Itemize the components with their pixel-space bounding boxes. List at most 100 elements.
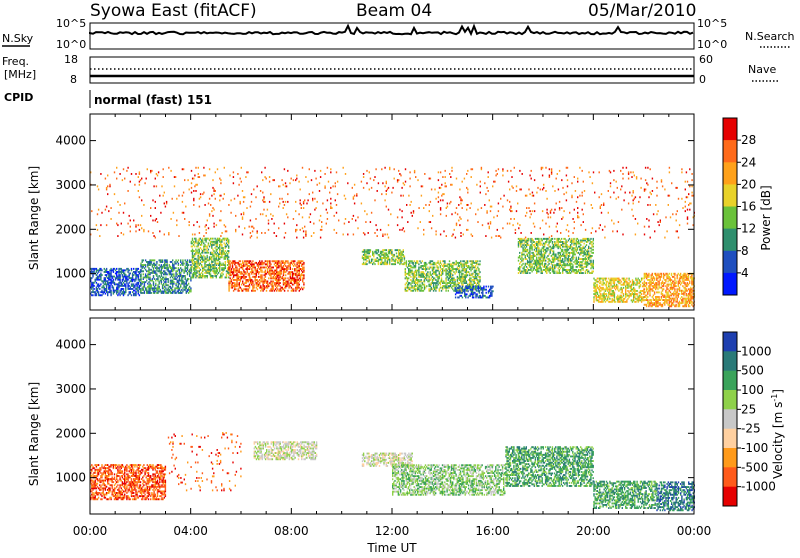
scatter-cell — [264, 271, 265, 273]
scatter-cell — [169, 264, 170, 266]
scatter-cell — [93, 285, 94, 287]
scatter-cell — [302, 267, 303, 269]
scatter-cell — [394, 254, 395, 256]
scatter-cell — [157, 270, 158, 272]
scatter-cell — [112, 285, 113, 287]
scatter-cell — [105, 269, 106, 271]
scatter-cell — [653, 276, 654, 278]
scatter-cell — [567, 241, 568, 243]
scatter-cell — [628, 278, 629, 280]
scatter-cell — [609, 298, 610, 300]
scatter-cell — [563, 238, 564, 240]
scatter-cell — [275, 265, 276, 267]
scatter-cell — [398, 262, 399, 264]
scatter-cell — [133, 283, 134, 285]
scatter-cell — [422, 287, 423, 289]
scatter-cell — [669, 273, 670, 275]
scatter-cell — [675, 285, 676, 287]
scatter-cell — [597, 281, 598, 283]
scatter-cell — [377, 260, 378, 262]
scatter-cell — [479, 271, 480, 273]
scatter-cell — [247, 288, 248, 290]
scatter-cell — [240, 267, 241, 269]
scatter-cell — [488, 286, 489, 288]
scatter-cell — [186, 291, 187, 293]
scatter-cell — [228, 250, 229, 252]
scatter-cell — [188, 283, 189, 285]
scatter-cell — [636, 293, 637, 295]
scatter-cell — [175, 270, 176, 272]
scatter-cell — [525, 240, 526, 242]
scatter-cell — [417, 279, 418, 281]
scatter-cell — [196, 246, 197, 248]
scatter-cell — [196, 259, 197, 261]
scatter-cell — [600, 290, 601, 292]
scatter-cell — [646, 304, 647, 306]
scatter-cell — [420, 271, 421, 273]
scatter-cell — [380, 262, 381, 264]
scatter-cell — [570, 272, 571, 274]
scatter-cell — [408, 277, 409, 279]
scatter-cell — [253, 273, 254, 275]
scatter-cell — [580, 247, 581, 249]
scatter-cell — [228, 277, 229, 279]
scatter-cell — [123, 276, 124, 278]
scatter-cell — [535, 246, 536, 248]
scatter-cell — [154, 263, 155, 265]
scatter-cell — [210, 256, 211, 258]
scatter-cell — [550, 246, 551, 248]
scatter-cell — [437, 284, 438, 286]
scatter-cell — [639, 295, 640, 297]
scatter-cell — [261, 274, 262, 276]
scatter-cell — [573, 250, 574, 252]
scatter-cell — [95, 279, 96, 281]
scatter-cell — [550, 260, 551, 262]
scatter-cell — [635, 301, 636, 303]
scatter-cell — [151, 269, 152, 271]
scatter-cell — [607, 296, 608, 298]
scatter-cell — [288, 284, 289, 286]
scatter-cell — [366, 260, 367, 262]
scatter-cell — [93, 288, 94, 290]
scatter-cell — [459, 270, 460, 272]
scatter-cell — [622, 299, 623, 301]
scatter-cell — [424, 284, 425, 286]
scatter-cell — [573, 261, 574, 263]
scatter-cell — [591, 255, 592, 257]
scatter-cell — [538, 271, 539, 273]
scatter-cell — [462, 284, 463, 286]
scatter-cell — [628, 295, 629, 297]
scatter-cell — [518, 238, 519, 240]
scatter-cell — [303, 262, 304, 264]
scatter-cell — [303, 287, 304, 289]
scatter-cell — [133, 271, 134, 273]
scatter-cell — [593, 271, 594, 273]
scatter-cell — [434, 271, 435, 273]
scatter-cell — [239, 290, 240, 292]
scatter-cell — [161, 259, 162, 261]
scatter-cell — [476, 293, 477, 295]
scatter-cell — [678, 293, 679, 295]
scatter-cell — [588, 238, 589, 240]
scatter-cell — [535, 269, 536, 271]
scatter-cell — [610, 293, 611, 295]
scatter-cell — [656, 291, 657, 293]
scatter-cell — [369, 259, 370, 261]
scatter-cell — [247, 279, 248, 281]
scatter-cell — [678, 288, 679, 290]
scatter-cell — [521, 238, 522, 240]
scatter-cell — [518, 267, 519, 269]
scatter-cell — [138, 268, 139, 270]
scatter-cell — [207, 275, 208, 277]
scatter-cell — [584, 247, 585, 249]
scatter-cell — [222, 273, 223, 275]
scatter-cell — [531, 243, 532, 245]
scatter-cell — [656, 282, 657, 284]
scatter-cell — [593, 238, 594, 240]
scatter-cell — [161, 278, 162, 280]
scatter-cell — [153, 275, 154, 277]
scatter-cell — [169, 289, 170, 291]
scatter-cell — [285, 281, 286, 283]
scatter-cell — [373, 252, 374, 254]
scatter-cell — [240, 263, 241, 265]
